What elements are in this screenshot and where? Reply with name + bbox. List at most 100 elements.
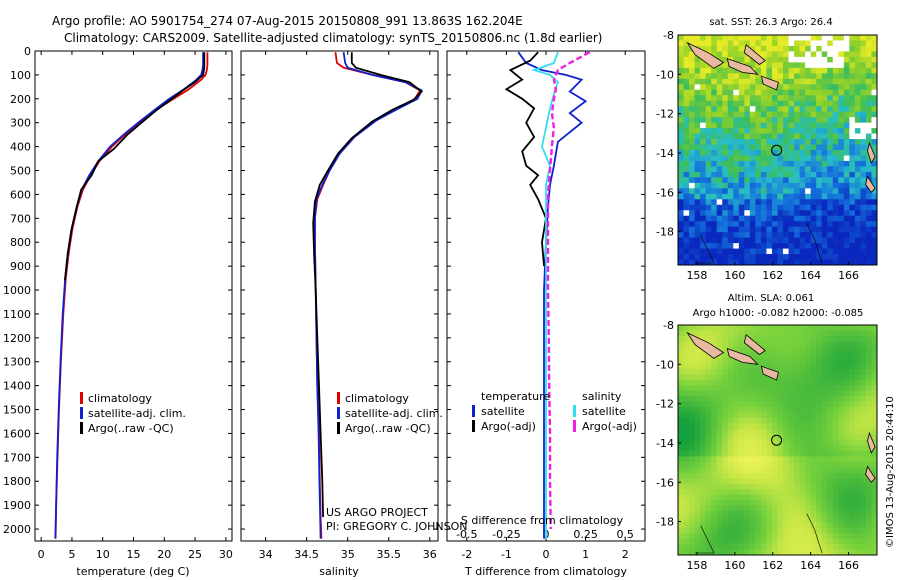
map-cell bbox=[777, 352, 784, 359]
map-cell bbox=[700, 357, 707, 364]
map-cell bbox=[744, 346, 751, 353]
map-cell bbox=[799, 199, 806, 206]
map-cell bbox=[689, 390, 695, 397]
map-cell bbox=[694, 155, 701, 162]
map-cell bbox=[749, 478, 756, 485]
map-cell bbox=[827, 325, 834, 331]
map-cell bbox=[777, 100, 784, 107]
map-cell bbox=[678, 171, 684, 178]
map-cell bbox=[838, 78, 845, 85]
map-cell bbox=[711, 357, 718, 364]
map-cell bbox=[760, 40, 767, 47]
map-cell bbox=[871, 516, 878, 523]
x-tick-label: 162 bbox=[762, 269, 783, 282]
map-cell bbox=[678, 128, 684, 134]
map-cell bbox=[722, 56, 729, 63]
map-cell bbox=[832, 89, 839, 96]
map-cell bbox=[799, 67, 806, 74]
map-cell bbox=[744, 89, 751, 96]
map-cell bbox=[705, 193, 712, 200]
map-cell bbox=[805, 456, 812, 463]
map-cell bbox=[783, 429, 789, 435]
map-cell bbox=[760, 188, 767, 195]
map-cell bbox=[799, 363, 806, 370]
map-cell bbox=[865, 325, 872, 331]
map-cell bbox=[854, 341, 861, 348]
map-cell bbox=[788, 128, 795, 134]
map-cell bbox=[805, 379, 812, 386]
map-cell bbox=[766, 232, 773, 239]
map-cell bbox=[744, 385, 751, 392]
map-cell bbox=[716, 516, 723, 523]
map-cell bbox=[755, 429, 762, 435]
map-cell bbox=[871, 177, 878, 184]
map-cell bbox=[744, 78, 751, 85]
y-tick-label: 300 bbox=[10, 117, 31, 130]
map-cell bbox=[738, 461, 745, 468]
map-cell bbox=[683, 461, 690, 468]
map-cell bbox=[689, 150, 695, 156]
map-cell bbox=[783, 177, 789, 184]
map-cell bbox=[771, 483, 778, 490]
map-cell bbox=[794, 418, 801, 424]
map-cell bbox=[832, 111, 839, 118]
map-cell bbox=[771, 472, 778, 479]
map-cell bbox=[771, 177, 778, 184]
map-cell bbox=[749, 243, 756, 249]
difference-x-label-t: T difference from climatology bbox=[464, 565, 627, 578]
map-cell bbox=[860, 226, 867, 233]
map-cell bbox=[727, 226, 734, 233]
map-cell bbox=[838, 67, 845, 74]
map-cell bbox=[755, 204, 762, 211]
map-cell bbox=[788, 494, 795, 501]
map-cell bbox=[860, 204, 867, 211]
map-cell bbox=[816, 450, 823, 457]
map-cell bbox=[694, 538, 701, 545]
map-cell bbox=[783, 51, 789, 58]
map-cell bbox=[849, 494, 856, 501]
map-cell bbox=[678, 45, 684, 52]
map-cell bbox=[854, 199, 861, 206]
map-cell bbox=[683, 483, 690, 490]
map-cell bbox=[799, 407, 806, 414]
map-cell bbox=[722, 122, 729, 129]
map-cell bbox=[788, 401, 795, 408]
map-cell bbox=[854, 330, 861, 337]
map-cell bbox=[805, 204, 812, 211]
map-cell bbox=[755, 100, 762, 107]
map-cell bbox=[816, 461, 823, 468]
map-cell bbox=[838, 467, 845, 474]
map-cell bbox=[871, 357, 878, 364]
map-cell bbox=[705, 111, 712, 118]
map-cell bbox=[755, 478, 762, 485]
map-cell bbox=[821, 357, 828, 364]
map-cell bbox=[832, 133, 839, 140]
x-tick-label-secondary: 0.25 bbox=[573, 528, 598, 541]
map-cell bbox=[711, 254, 718, 260]
map-cell bbox=[689, 494, 695, 501]
map-cell bbox=[771, 133, 778, 140]
map-cell bbox=[749, 106, 756, 113]
map-cell bbox=[843, 396, 850, 403]
map-cell bbox=[799, 210, 806, 217]
map-cell bbox=[816, 188, 823, 195]
map-cell bbox=[705, 440, 712, 446]
map-cell bbox=[700, 128, 707, 134]
map-cell bbox=[771, 549, 778, 556]
map-cell bbox=[700, 385, 707, 392]
map-cell bbox=[821, 450, 828, 457]
map-cell bbox=[865, 248, 872, 255]
map-cell bbox=[849, 325, 856, 331]
map-cell bbox=[799, 445, 806, 452]
map-cell bbox=[689, 89, 695, 96]
map-cell bbox=[738, 385, 745, 392]
map-cell bbox=[838, 511, 845, 518]
map-cell bbox=[694, 226, 701, 233]
map-cell bbox=[843, 78, 850, 85]
map-cell bbox=[766, 133, 773, 140]
map-cell bbox=[860, 450, 867, 457]
map-cell bbox=[705, 325, 712, 331]
map-cell bbox=[711, 171, 718, 178]
map-cell bbox=[760, 254, 767, 260]
map-cell bbox=[832, 182, 839, 189]
